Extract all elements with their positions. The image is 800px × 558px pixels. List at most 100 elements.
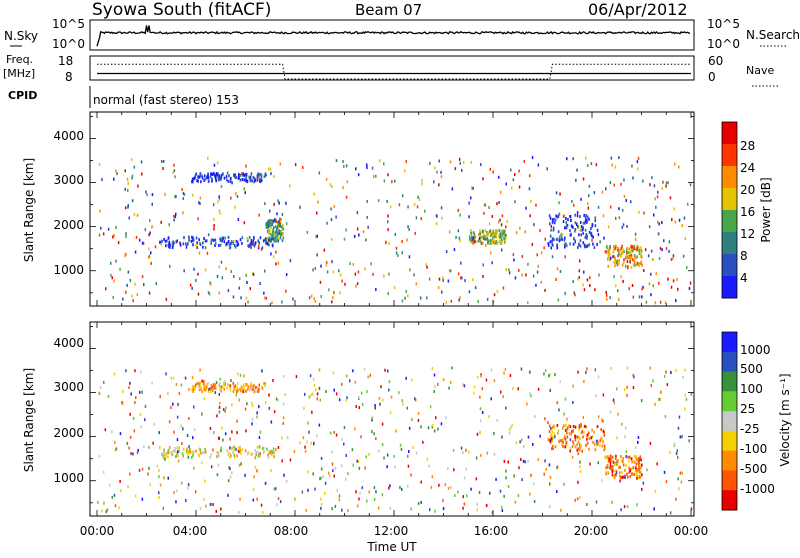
power-cell [508, 268, 510, 272]
power-cell [547, 242, 550, 246]
velocity-cell [442, 499, 444, 503]
velocity-cell [620, 455, 622, 458]
velocity-cell [354, 427, 356, 431]
velocity-cell [677, 426, 680, 430]
power-cell [641, 263, 643, 267]
power-cell [584, 235, 587, 239]
velocity-cell [130, 392, 132, 396]
power-cell [249, 177, 252, 181]
velocity-cell [606, 464, 609, 468]
power-cell [552, 218, 554, 222]
velocity-cell [316, 434, 318, 438]
power-cell [127, 181, 129, 185]
power-cell [584, 221, 586, 225]
velocity-cell [346, 396, 348, 400]
power-cell [557, 298, 560, 302]
power-cell [564, 226, 566, 230]
velocity-cell [679, 471, 682, 475]
power-cell [655, 272, 657, 276]
velocity-cell [631, 467, 633, 471]
power-cell [492, 170, 494, 174]
velocity-colorbar-swatch [722, 351, 737, 373]
velocity-cell [549, 505, 551, 509]
power-cell [597, 233, 600, 237]
power-cell [615, 244, 617, 248]
power-cell [490, 239, 492, 242]
velocity-cell [612, 398, 615, 402]
power-cell [438, 159, 440, 163]
velocity-cell [481, 411, 484, 414]
power-cell [317, 200, 319, 204]
velocity-cell [586, 441, 589, 445]
power-cell [482, 232, 485, 236]
power-cell [474, 286, 477, 290]
power-cell [493, 235, 496, 239]
velocity-cell [614, 469, 617, 473]
velocity-cell [236, 431, 238, 435]
power-cell [275, 250, 277, 254]
velocity-cell [501, 505, 503, 509]
velocity-cell [284, 392, 286, 396]
power-cell [258, 213, 260, 217]
velocity-cell [267, 455, 270, 459]
power-cell [486, 231, 488, 234]
power-cell [408, 227, 410, 231]
power-cell [122, 297, 124, 301]
power-cell [270, 172, 272, 176]
freq-left-label: Freq. [6, 53, 33, 66]
power-cell [208, 292, 211, 296]
velocity-cell [400, 447, 403, 451]
velocity-cell [551, 447, 553, 451]
power-cell [282, 223, 284, 227]
power-cell [585, 156, 587, 160]
power-cell [662, 180, 664, 184]
power-cell [189, 283, 192, 287]
velocity-cell [551, 430, 553, 434]
velocity-cell [273, 487, 275, 491]
power-cell [239, 238, 242, 242]
velocity-cell [347, 472, 349, 476]
power-cell [258, 174, 260, 178]
power-cell [574, 228, 577, 231]
power-cell [149, 231, 151, 235]
power-cell [216, 274, 219, 278]
power-cell [238, 286, 240, 290]
power-cell [498, 201, 500, 204]
power-cell [174, 215, 177, 219]
power-cell [148, 233, 150, 237]
power-cell [207, 172, 209, 176]
power-cell [332, 296, 334, 300]
velocity-cell [371, 416, 374, 420]
power-cell [264, 296, 266, 300]
velocity-cell [466, 494, 468, 498]
velocity-cell [442, 507, 445, 511]
velocity-cell [389, 506, 392, 510]
velocity-cell [134, 494, 137, 498]
velocity-cell [578, 436, 580, 439]
power-cell [441, 290, 443, 294]
power-cell [573, 237, 575, 241]
velocity-cell [431, 366, 434, 370]
power-cell [551, 242, 553, 246]
velocity-cell [408, 450, 410, 453]
velocity-cell [235, 385, 238, 389]
velocity-cell [159, 483, 162, 487]
velocity-cell [679, 435, 682, 439]
velocity-cell [262, 451, 265, 455]
velocity-colorbar-swatch [722, 371, 737, 392]
power-cell [233, 240, 235, 243]
power-cell [528, 174, 531, 178]
velocity-cell [414, 398, 417, 402]
power-cell [482, 177, 484, 181]
velocity-cell [473, 391, 475, 395]
power-cell [241, 241, 243, 245]
power-cell [267, 237, 270, 241]
power-cell [537, 264, 539, 268]
velocity-cell [256, 411, 258, 415]
power-cell [498, 175, 500, 179]
velocity-cell [623, 475, 625, 479]
power-cell [199, 173, 201, 177]
power-cell [445, 250, 448, 253]
velocity-cell [130, 452, 132, 456]
velocity-cell [552, 444, 555, 448]
